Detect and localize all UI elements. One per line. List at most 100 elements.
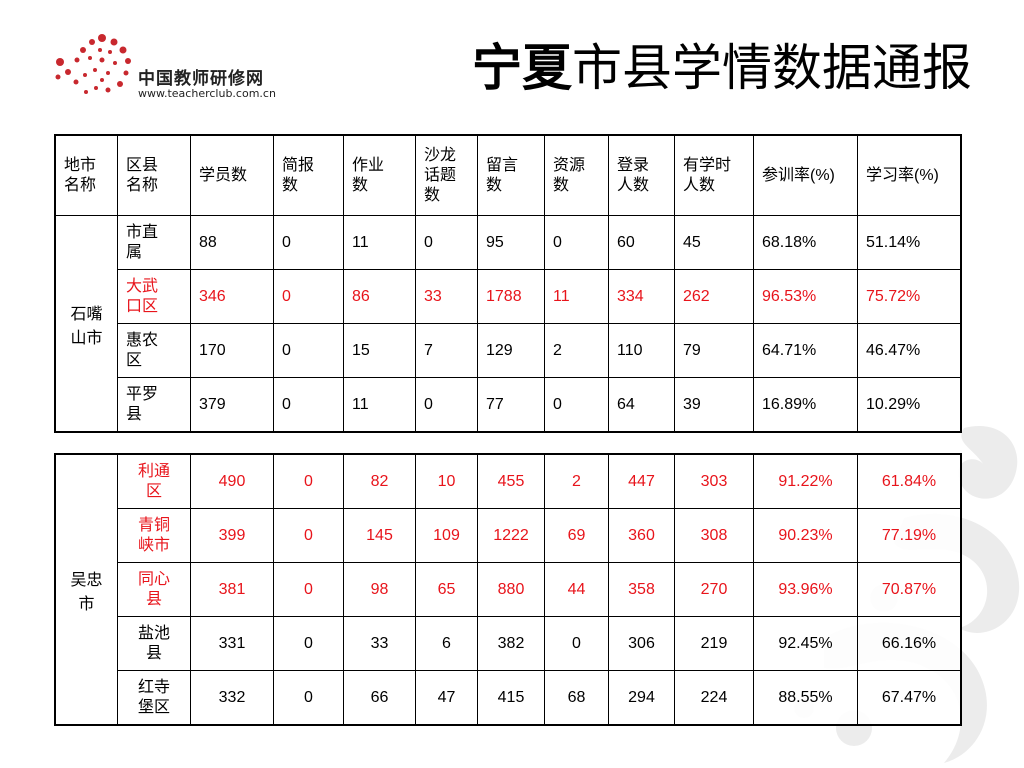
data-cell: 358: [608, 562, 675, 617]
data-cell: 33: [415, 269, 478, 324]
data-cell: 98: [343, 562, 416, 617]
data-cell: 129: [477, 323, 545, 378]
data-cell: 64: [608, 377, 675, 432]
header-cell: 沙龙 话题数: [415, 135, 478, 216]
page-title: 宁夏市县学情数据通报: [472, 38, 972, 98]
data-cell: 294: [608, 670, 675, 725]
data-cell: 2: [544, 323, 609, 378]
data-cell: 44: [544, 562, 609, 617]
district-name-cell: 大武 口区: [117, 269, 191, 324]
data-cell: 51.14%: [857, 215, 961, 270]
data-cell: 1788: [477, 269, 545, 324]
data-cell: 0: [273, 508, 344, 563]
header-cell: 登录 人数: [608, 135, 675, 216]
header-cell: 资源数: [544, 135, 609, 216]
district-name-cell: 利通区: [117, 454, 191, 509]
data-cell: 11: [343, 215, 416, 270]
data-cell: 82: [343, 454, 416, 509]
data-cell: 331: [190, 616, 274, 671]
data-cell: 10.29%: [857, 377, 961, 432]
data-cell: 0: [544, 616, 609, 671]
data-cell: 91.22%: [753, 454, 858, 509]
data-cell: 16.89%: [753, 377, 858, 432]
data-cell: 415: [477, 670, 545, 725]
header-cell: 参训率(%): [753, 135, 858, 216]
table-row: 盐池县 331 0 33 6 382 0 306 219 92.45% 66.16%: [56, 616, 961, 671]
data-cell: 880: [477, 562, 545, 617]
data-cell: 0: [544, 377, 609, 432]
table-body: 吴忠市利通区 490 0 82 10 455 2 447 303 91.22% 61.84% 青铜 峡市…: [55, 454, 961, 725]
table-row: 青铜 峡市 399 0 145 109 1222 69 360 308 90.23% 77.19%: [56, 508, 961, 563]
data-cell: 224: [674, 670, 754, 725]
data-cell: 92.45%: [753, 616, 858, 671]
district-name-cell: 平罗县: [117, 377, 191, 432]
district-name-cell: 惠农区: [117, 323, 191, 378]
header-cell: 简报数: [273, 135, 344, 216]
data-cell: 2: [544, 454, 609, 509]
district-name-cell: 盐池县: [117, 616, 191, 671]
data-cell: 93.96%: [753, 562, 858, 617]
table-row: 平罗县 379 0 11 0 77 0 64 39 16.89% 10.29%: [56, 377, 961, 432]
data-cell: 66: [343, 670, 416, 725]
data-cell: 77: [477, 377, 545, 432]
table-row: 惠农区 170 0 15 7 129 2 110 79 64.71% 46.47%: [56, 323, 961, 378]
wuzhong-data-table: 吴忠市利通区 490 0 82 10 455 2 447 303 91.22% 61.84% 青铜 峡市…: [54, 453, 962, 726]
page-title-region: 宁夏: [472, 38, 572, 97]
data-cell: 346: [190, 269, 274, 324]
data-cell: 96.53%: [753, 269, 858, 324]
city-name-cell: 吴忠市: [55, 454, 118, 725]
data-cell: 303: [674, 454, 754, 509]
data-cell: 86: [343, 269, 416, 324]
table-row: 吴忠市利通区 490 0 82 10 455 2 447 303 91.22% 61.84%: [55, 454, 961, 725]
header-cell: 作业数: [343, 135, 416, 216]
data-cell: 0: [273, 616, 344, 671]
data-cell: 95: [477, 215, 545, 270]
data-cell: 447: [608, 454, 675, 509]
header-cell: 区县 名称: [117, 135, 191, 216]
data-cell: 75.72%: [857, 269, 961, 324]
header-cell: 地市 名称: [55, 135, 118, 216]
data-cell: 1222: [477, 508, 545, 563]
data-cell: 0: [273, 562, 344, 617]
data-cell: 0: [415, 377, 478, 432]
teacherclub-logo[interactable]: 中国教师研修网 www.teacherclub.com.cn: [50, 30, 300, 105]
shizuishan-data-table: 地市 名称 区县 名称 学员数 简报数 作业数 沙龙 话题数 留言数 资源数 登录 人数…: [54, 134, 962, 433]
data-cell: 332: [190, 670, 274, 725]
data-cell: 6: [415, 616, 478, 671]
city-name-cell: 石嘴 山市: [55, 215, 118, 432]
data-cell: 381: [190, 562, 274, 617]
data-cell: 109: [415, 508, 478, 563]
data-cell: 399: [190, 508, 274, 563]
header-cell: 学习率(%): [857, 135, 961, 216]
data-cell: 66.16%: [857, 616, 961, 671]
data-cell: 0: [273, 377, 344, 432]
data-cell: 45: [674, 215, 754, 270]
data-cell: 60: [608, 215, 675, 270]
data-cell: 67.47%: [857, 670, 961, 725]
data-cell: 306: [608, 616, 675, 671]
data-cell: 379: [190, 377, 274, 432]
data-cell: 11: [544, 269, 609, 324]
data-cell: 270: [674, 562, 754, 617]
logo-url: www.teacherclub.com.cn: [138, 87, 276, 100]
data-cell: 65: [415, 562, 478, 617]
data-cell: 0: [273, 454, 344, 509]
data-cell: 46.47%: [857, 323, 961, 378]
data-cell: 33: [343, 616, 416, 671]
data-cell: 68.18%: [753, 215, 858, 270]
district-name-cell: 同心县: [117, 562, 191, 617]
data-cell: 88: [190, 215, 274, 270]
data-cell: 69: [544, 508, 609, 563]
data-cell: 219: [674, 616, 754, 671]
data-cell: 90.23%: [753, 508, 858, 563]
data-cell: 0: [544, 215, 609, 270]
data-cell: 0: [273, 323, 344, 378]
data-cell: 110: [608, 323, 675, 378]
data-cell: 0: [273, 670, 344, 725]
data-cell: 0: [273, 215, 344, 270]
header-cell: 留言数: [477, 135, 545, 216]
header-cell: 学员数: [190, 135, 274, 216]
data-cell: 7: [415, 323, 478, 378]
data-cell: 77.19%: [857, 508, 961, 563]
district-name-cell: 市直属: [117, 215, 191, 270]
